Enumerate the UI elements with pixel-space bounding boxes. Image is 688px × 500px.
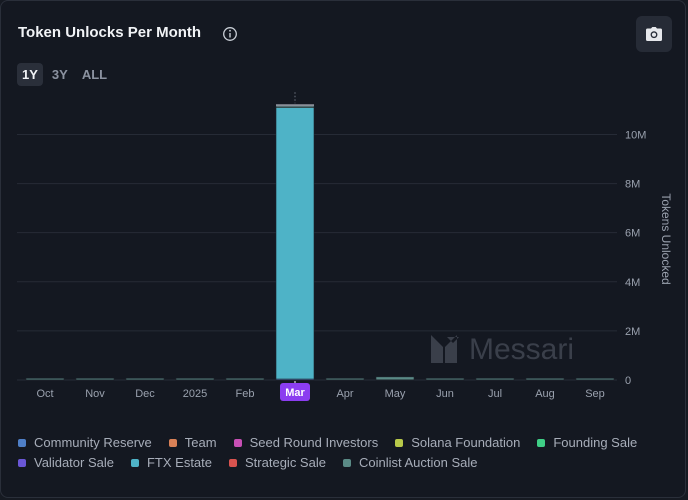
legend-swatch: [342, 458, 351, 467]
y-tick-label: 2M: [625, 326, 640, 338]
chart-legend: Community Reserve Team Seed Round Investor…: [18, 435, 678, 470]
legend-swatch: [395, 438, 404, 447]
bar-coinlist-auction-sale-aug: [525, 378, 565, 381]
legend-label: Seed Round Investors: [249, 435, 379, 450]
screenshot-button[interactable]: [636, 16, 672, 52]
y-tick-label: 0: [625, 375, 631, 387]
legend-swatch: [537, 438, 546, 447]
legend-item[interactable]: Team: [168, 435, 217, 450]
y-axis-title: Tokens Unlocked: [659, 193, 673, 284]
bar-ftx-estate-mar: [275, 107, 315, 380]
legend-item[interactable]: FTX Estate: [130, 455, 213, 470]
legend-swatch: [130, 458, 139, 467]
x-tick-label: Nov: [85, 388, 105, 400]
bar-coinlist-auction-sale-2025: [175, 378, 215, 381]
bar-coinlist-auction-sale-jul: [475, 378, 515, 381]
camera-icon: [646, 27, 662, 41]
legend-label: Strategic Sale: [245, 455, 326, 470]
x-tick-label: Oct: [36, 388, 53, 400]
bar-coinlist-auction-sale-nov: [75, 378, 115, 381]
bar-coinlist-auction-sale-apr: [325, 378, 365, 381]
x-tick-label: Feb: [236, 388, 255, 400]
bar-coinlist-auction-sale-sep: [575, 378, 615, 381]
legend-item[interactable]: Seed Round Investors: [233, 435, 379, 450]
legend-label: Founding Sale: [553, 435, 638, 450]
legend-item[interactable]: Validator Sale: [18, 455, 114, 470]
legend-label: Coinlist Auction Sale: [358, 455, 478, 470]
bar-coinlist-auction-sale-feb: [225, 378, 265, 381]
x-tick-label: May: [385, 388, 406, 400]
bar-coinlist-auction-sale-may: [375, 376, 415, 381]
x-tick-label: Apr: [336, 388, 353, 400]
y-tick-label: 8M: [625, 179, 640, 191]
tab-1y[interactable]: 1Y: [17, 63, 43, 86]
x-tick-label: Aug: [535, 388, 555, 400]
x-tick-label: Mar: [285, 387, 305, 399]
legend-item[interactable]: Strategic Sale: [229, 455, 326, 470]
messari-watermark: Messari: [431, 333, 574, 366]
legend-item[interactable]: Founding Sale: [537, 435, 637, 450]
token-unlocks-bar-chart: Messari 0 2M 4M 6M 8M 10M Tokens Unlocked Oct Nov…: [17, 92, 673, 401]
y-tick-label: 4M: [625, 277, 640, 289]
messari-logo-icon: [431, 335, 459, 363]
x-tick-label: Jun: [436, 388, 454, 400]
bar-coinlist-auction-sale-mar: [275, 105, 315, 109]
tab-3y[interactable]: 3Y: [51, 67, 68, 82]
legend-item[interactable]: Community Reserve: [18, 435, 152, 450]
bar-coinlist-auction-sale-oct: [25, 378, 65, 381]
legend-swatch: [168, 438, 177, 447]
x-tick-label: Sep: [585, 388, 605, 400]
legend-item[interactable]: Coinlist Auction Sale: [342, 455, 478, 470]
x-tick-label: Jul: [488, 388, 502, 400]
y-tick-label: 6M: [625, 228, 640, 240]
legend-swatch: [18, 458, 26, 467]
legend-swatch: [229, 458, 238, 467]
y-tick-label: 10M: [625, 129, 646, 141]
legend-label: Community Reserve: [34, 435, 152, 450]
legend-label: Solana Foundation: [411, 435, 521, 450]
x-tick-label: Dec: [135, 388, 155, 400]
x-tick-label: 2025: [183, 388, 207, 400]
legend-label: Validator Sale: [34, 455, 114, 470]
chart-title: Token Unlocks Per Month: [18, 24, 202, 41]
legend-swatch: [18, 438, 26, 447]
bar-top-cap: [276, 104, 314, 107]
legend-label: FTX Estate: [146, 455, 213, 470]
tab-all[interactable]: ALL: [81, 67, 108, 82]
bar-coinlist-auction-sale-dec: [125, 378, 165, 381]
time-range-tabs: 1Y 3Y ALL: [17, 63, 112, 86]
watermark-text: Messari: [469, 333, 574, 366]
highlight-badge: [280, 383, 310, 401]
info-circle-icon[interactable]: [222, 26, 238, 42]
legend-swatch: [233, 438, 242, 447]
bar-coinlist-auction-sale-jun: [425, 378, 465, 381]
legend-label: Team: [184, 435, 217, 450]
legend-item[interactable]: Solana Foundation: [395, 435, 520, 450]
